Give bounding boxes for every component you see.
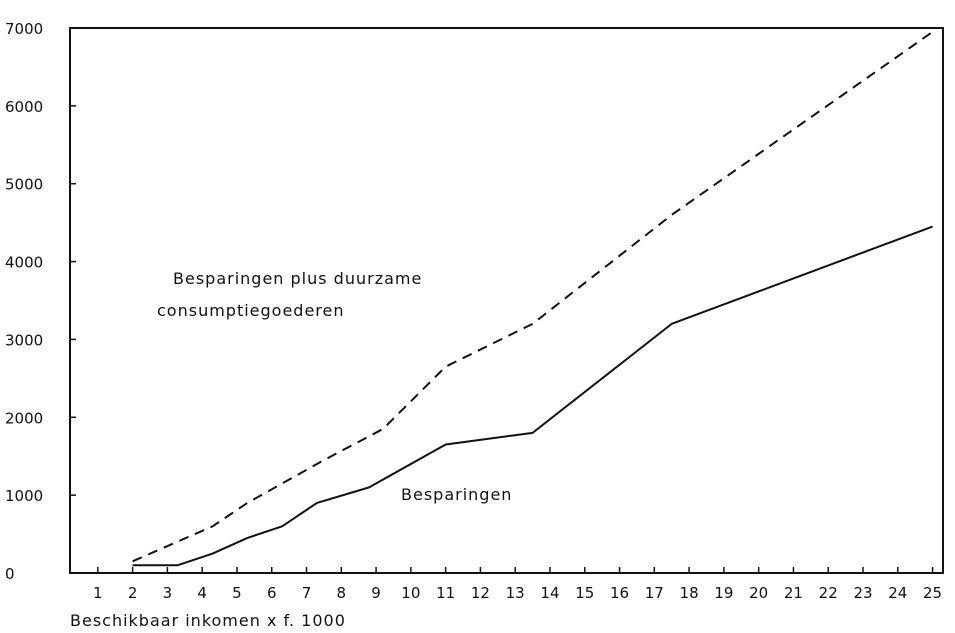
x-tick-label: 6 [267,584,277,602]
x-tick-label: 15 [575,584,594,602]
y-tick-label: 2000 [5,409,43,427]
y-axis-ticks: 0 1000 2000 3000 4000 5000 6000 7000 [5,20,76,583]
x-tick-label: 13 [506,584,525,602]
x-tick-label: 5 [232,584,242,602]
x-tick-label: 8 [337,584,347,602]
annotation-dashed-line2: consumptiegoederen [157,301,345,320]
x-tick-label: 22 [819,584,838,602]
annotation-solid: Besparingen [401,485,512,504]
x-tick-label: 16 [610,584,629,602]
x-tick-label: 12 [471,584,490,602]
plot-frame [69,27,944,574]
x-axis-ticks: 1 2 3 4 5 6 7 8 9 10 11 12 13 14 15 16 17 18 19 20 21 22 23 24 2… [93,567,942,602]
y-tick-label: 0 [5,565,15,583]
x-tick-label: 2 [128,584,138,602]
x-tick-label: 10 [401,584,420,602]
x-tick-label: 20 [749,584,768,602]
x-tick-label: 21 [784,584,803,602]
x-tick-label: 11 [436,584,455,602]
x-tick-label: 14 [540,584,559,602]
x-tick-label: 18 [680,584,699,602]
x-tick-label: 1 [93,584,103,602]
x-tick-label: 3 [163,584,173,602]
x-tick-label: 9 [371,584,381,602]
y-tick-label: 4000 [5,254,43,272]
x-axis-label: Beschikbaar inkomen x f. 1000 [70,611,346,630]
y-tick-label: 3000 [5,331,43,349]
series-line-dashed [132,31,934,563]
y-tick-label: 5000 [5,176,43,194]
x-tick-label: 17 [645,584,664,602]
y-tick-label: 7000 [5,20,43,38]
y-tick-label: 6000 [5,98,43,116]
x-tick-label: 4 [197,584,207,602]
x-tick-label: 19 [714,584,733,602]
annotations: Besparingen plus duurzame consumptiegoed… [157,269,512,504]
plot-border [69,27,944,574]
x-tick-label: 7 [302,584,312,602]
x-tick-label: 24 [888,584,907,602]
series-line-solid [132,225,933,567]
x-tick-label: 25 [923,584,942,602]
x-tick-label: 23 [853,584,872,602]
y-tick-label: 1000 [5,487,43,505]
annotation-dashed-line1: Besparingen plus duurzame [173,269,422,288]
series-lines [132,31,934,567]
